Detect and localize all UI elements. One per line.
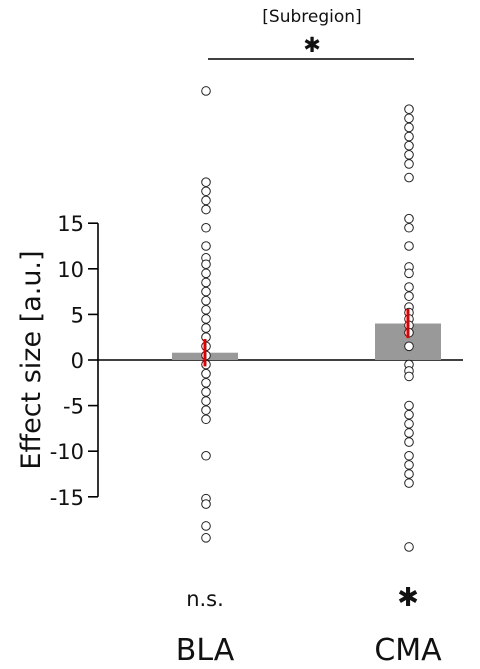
comparison-label: [Subregion] <box>262 7 361 27</box>
y-tick-label: 0 <box>71 349 84 373</box>
data-point-cma <box>404 460 414 470</box>
data-point-cma <box>404 213 414 224</box>
bars <box>172 323 441 360</box>
data-point-bla <box>201 222 211 233</box>
data-point-cma <box>404 131 414 142</box>
data-point-bla <box>201 450 211 461</box>
y-axis: 15 10 5 0 -5 -10 -15 <box>50 212 99 510</box>
data-point-bla <box>201 521 211 531</box>
data-point-bla <box>201 241 211 251</box>
significance-label-cma: ✱ <box>397 583 419 613</box>
data-point-cma <box>404 222 414 233</box>
data-point-bla <box>201 286 211 297</box>
data-point-bla <box>201 268 211 279</box>
y-tick-label: -15 <box>50 486 84 510</box>
data-points <box>201 86 414 552</box>
y-axis-label: Effect size [a.u.] <box>16 250 47 469</box>
data-point-cma <box>404 291 414 301</box>
data-point-cma <box>404 341 414 352</box>
data-point-cma <box>404 140 414 151</box>
data-point-cma <box>404 400 414 411</box>
data-point-bla <box>201 195 211 206</box>
data-point-cma <box>404 172 414 183</box>
data-point-bla <box>201 533 211 543</box>
data-point-bla <box>201 86 211 96</box>
y-tick-label: -10 <box>50 440 84 464</box>
data-point-bla <box>201 259 211 270</box>
data-point-cma <box>404 241 414 251</box>
data-point-cma <box>404 113 414 124</box>
data-point-bla <box>201 378 211 388</box>
data-point-bla <box>201 277 211 288</box>
data-point-bla <box>201 387 211 397</box>
data-point-cma <box>404 282 414 292</box>
data-point-bla <box>201 396 211 406</box>
significance-label-bla: n.s. <box>186 587 224 611</box>
data-point-cma <box>404 371 414 382</box>
data-point-bla <box>201 305 211 315</box>
data-point-bla <box>201 204 211 215</box>
data-point-cma <box>404 542 414 552</box>
data-point-bla <box>201 314 211 324</box>
comparison-bracket: [Subregion] ✱ <box>208 7 414 60</box>
y-tick-label: 15 <box>57 212 84 236</box>
data-point-bla <box>201 323 211 333</box>
data-point-cma <box>404 122 414 133</box>
y-tick-label: 10 <box>57 258 84 282</box>
comparison-marker: ✱ <box>303 33 321 57</box>
category-label-bla: BLA <box>176 633 235 668</box>
data-point-bla <box>201 186 211 197</box>
data-point-cma <box>404 150 414 160</box>
data-point-cma <box>404 104 414 114</box>
data-point-cma <box>404 450 414 461</box>
data-point-cma <box>404 409 414 420</box>
data-point-cma <box>404 428 414 438</box>
y-tick-label: 5 <box>71 303 84 327</box>
data-point-cma <box>404 419 414 429</box>
data-point-cma <box>404 268 414 279</box>
data-point-bla <box>201 295 211 306</box>
data-point-cma <box>404 469 414 479</box>
data-point-bla <box>201 499 211 509</box>
data-point-cma <box>404 159 414 169</box>
data-point-bla <box>201 414 211 425</box>
data-point-cma <box>404 478 414 488</box>
data-point-bla <box>201 368 211 379</box>
data-point-cma <box>404 437 414 447</box>
error-bars <box>203 308 410 367</box>
category-label-cma: CMA <box>374 633 442 668</box>
data-point-bla <box>201 177 211 187</box>
y-tick-label: -5 <box>63 395 84 419</box>
data-point-bla <box>201 405 211 415</box>
